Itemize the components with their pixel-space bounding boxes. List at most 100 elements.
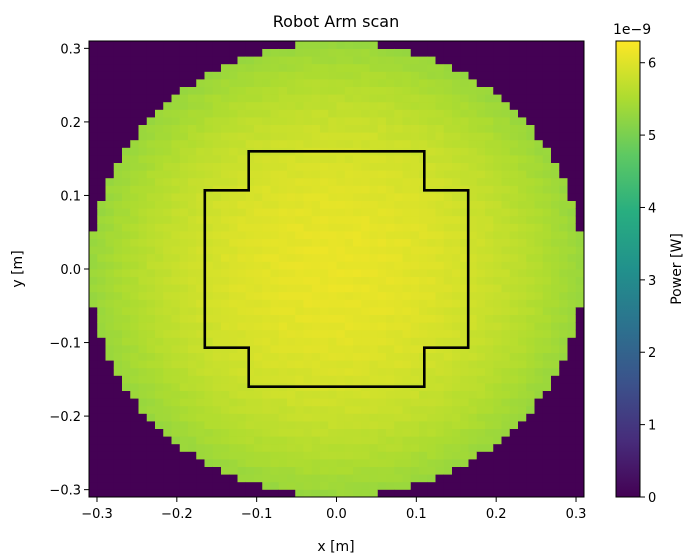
heatmap-cell xyxy=(542,86,552,95)
heatmap-cell xyxy=(435,474,445,483)
heatmap-cell xyxy=(410,238,420,247)
heatmap-cell xyxy=(270,231,280,239)
heatmap-cell xyxy=(130,276,139,285)
heatmap-cell xyxy=(526,276,535,285)
heatmap-cell xyxy=(113,360,123,369)
heatmap-cell xyxy=(386,155,395,163)
heatmap-cell xyxy=(443,451,453,460)
heatmap-cell xyxy=(212,223,222,232)
heatmap-cell xyxy=(303,41,313,49)
heatmap-cell xyxy=(501,481,511,490)
heatmap-cell xyxy=(361,86,370,95)
heatmap-cell xyxy=(163,177,172,186)
heatmap-cell xyxy=(526,367,535,376)
heatmap-cell xyxy=(204,413,214,422)
heatmap-cell xyxy=(369,459,379,467)
heatmap-cell xyxy=(435,200,445,209)
heatmap-cell xyxy=(155,86,164,95)
heatmap-cell xyxy=(262,63,271,72)
x-tick-label: −0.2 xyxy=(161,507,193,522)
heatmap-cell xyxy=(559,193,568,201)
heatmap-cell xyxy=(353,246,362,255)
heatmap-cell xyxy=(254,238,263,247)
heatmap-cell xyxy=(344,162,354,171)
heatmap-cell xyxy=(509,208,519,217)
heatmap-cell xyxy=(493,383,502,391)
heatmap-cell xyxy=(575,162,585,171)
heatmap-cell xyxy=(130,155,139,163)
heatmap-cell xyxy=(130,436,139,445)
heatmap-cell xyxy=(204,155,214,163)
heatmap-cell xyxy=(287,231,296,239)
heatmap-cell xyxy=(377,360,387,369)
heatmap-cell xyxy=(518,208,527,217)
heatmap-cell xyxy=(122,398,131,407)
heatmap-cell xyxy=(353,185,362,194)
heatmap-cell xyxy=(394,314,403,323)
heatmap-cell xyxy=(427,200,436,209)
heatmap-cell xyxy=(526,481,535,490)
heatmap-cell xyxy=(262,284,271,293)
heatmap-cell xyxy=(113,147,123,156)
heatmap-cell xyxy=(254,466,263,475)
heatmap-cell xyxy=(542,337,552,346)
heatmap-cell xyxy=(534,269,544,277)
heatmap-cell xyxy=(254,269,263,277)
heatmap-cell xyxy=(229,451,238,460)
heatmap-cell xyxy=(501,489,511,498)
heatmap-cell xyxy=(336,208,346,217)
heatmap-cell xyxy=(518,162,527,171)
heatmap-cell xyxy=(559,489,568,498)
heatmap-cell xyxy=(361,421,370,429)
heatmap-cell xyxy=(328,398,337,407)
heatmap-cell xyxy=(155,383,164,391)
heatmap-cell xyxy=(575,56,585,65)
heatmap-cell xyxy=(452,223,461,232)
heatmap-cell xyxy=(518,436,527,445)
heatmap-cell xyxy=(295,375,304,384)
heatmap-cell xyxy=(435,48,445,57)
heatmap-cell xyxy=(452,147,461,156)
heatmap-cell xyxy=(328,253,337,262)
heatmap-cell xyxy=(476,132,486,141)
heatmap-cell xyxy=(270,421,280,429)
heatmap-cell xyxy=(452,451,461,460)
heatmap-cell xyxy=(443,170,453,179)
heatmap-cell xyxy=(179,139,189,148)
heatmap-cell xyxy=(567,405,577,414)
heatmap-cell xyxy=(410,215,420,224)
heatmap-cell xyxy=(138,155,148,163)
heatmap-cell xyxy=(237,200,247,209)
heatmap-cell xyxy=(278,124,288,133)
heatmap-cell xyxy=(105,261,115,270)
heatmap-cell xyxy=(468,337,478,346)
heatmap-cell xyxy=(196,185,205,194)
heatmap-cell xyxy=(435,238,445,247)
heatmap-cell xyxy=(386,223,395,232)
heatmap-cell xyxy=(270,261,280,270)
heatmap-cell xyxy=(386,117,395,125)
heatmap-cell xyxy=(278,269,288,277)
heatmap-cell xyxy=(245,360,255,369)
heatmap-cell xyxy=(221,352,230,361)
heatmap-cell xyxy=(254,63,263,72)
heatmap-cell xyxy=(155,124,164,133)
heatmap-cell xyxy=(204,443,214,452)
heatmap-cell xyxy=(254,322,263,331)
heatmap-cell xyxy=(485,352,494,361)
heatmap-cell xyxy=(105,132,115,141)
heatmap-cell xyxy=(551,185,560,194)
heatmap-cell xyxy=(270,238,280,247)
heatmap-cell xyxy=(501,147,511,156)
heatmap-cell xyxy=(130,231,139,239)
heatmap-cell xyxy=(394,390,403,399)
heatmap-cell xyxy=(278,284,288,293)
heatmap-cell xyxy=(419,413,428,422)
heatmap-cell xyxy=(196,56,205,65)
y-tick-label: 0.3 xyxy=(60,42,81,57)
heatmap-cell xyxy=(122,223,131,232)
heatmap-cell xyxy=(410,246,420,255)
heatmap-cell xyxy=(163,48,172,57)
heatmap-cell xyxy=(542,489,552,498)
heatmap-cell xyxy=(452,177,461,186)
